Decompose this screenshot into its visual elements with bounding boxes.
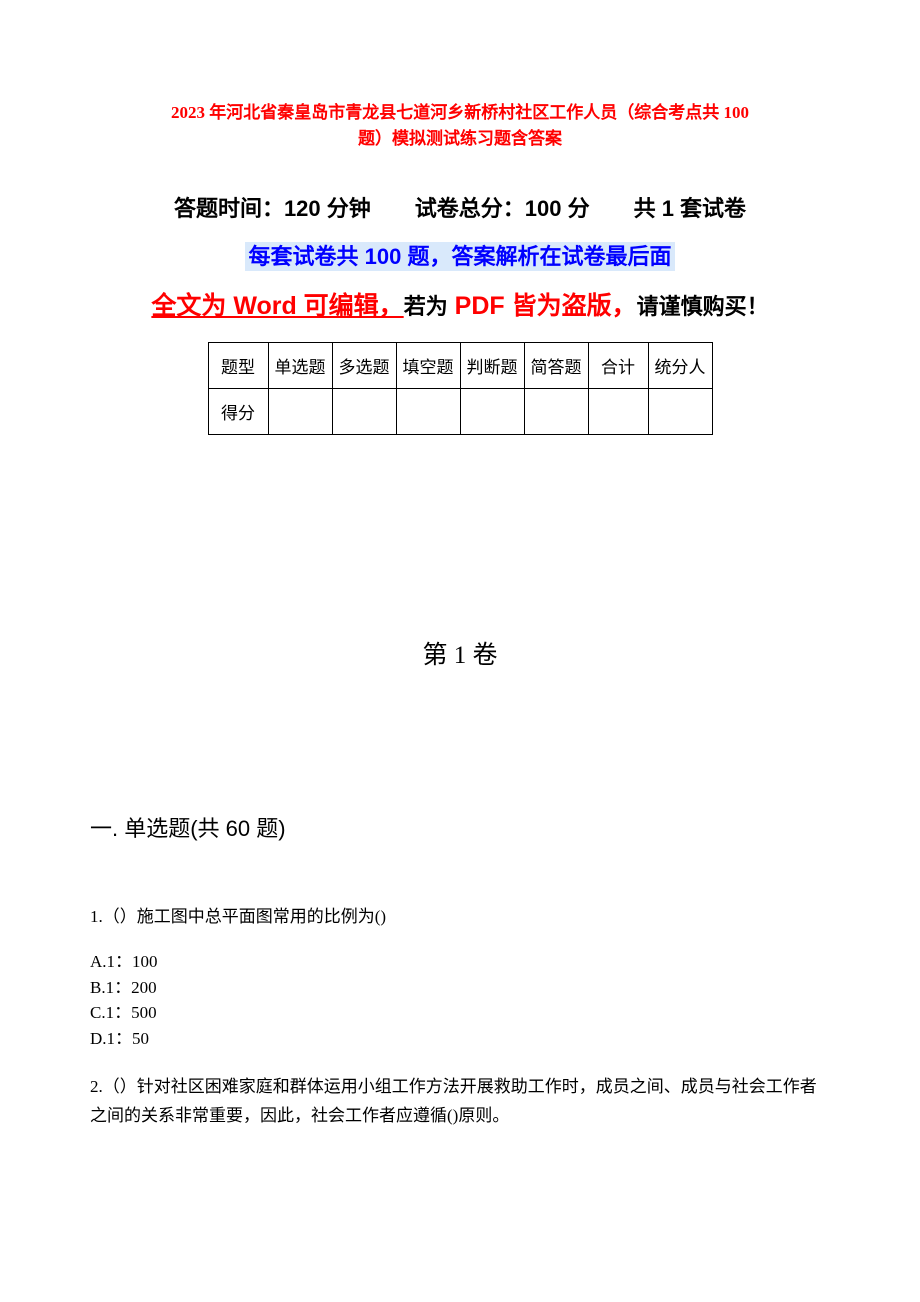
cell-multi — [332, 388, 396, 434]
table-header-row: 题型 单选题 多选题 填空题 判断题 简答题 合计 统分人 — [208, 342, 712, 388]
exam-info-line: 答题时间：120 分钟 试卷总分：100 分 共 1 套试卷 — [90, 191, 830, 223]
option-a: A.1：100 — [90, 949, 830, 975]
score-table: 题型 单选题 多选题 填空题 判断题 简答题 合计 统分人 得分 — [208, 342, 713, 435]
option-b: B.1：200 — [90, 975, 830, 1001]
cell-fill — [396, 388, 460, 434]
col-type: 题型 — [208, 342, 268, 388]
question-2-stem: 2.（）针对社区困难家庭和群体运用小组工作方法开展救助工作时，成员之间、成员与社… — [90, 1073, 830, 1131]
col-single: 单选题 — [268, 342, 332, 388]
option-c: C.1：500 — [90, 1000, 830, 1026]
cell-single — [268, 388, 332, 434]
col-judge: 判断题 — [460, 342, 524, 388]
warning-part3: PDF 皆为盗版， — [448, 292, 637, 320]
cell-scorer — [648, 388, 712, 434]
highlight-text: 每套试卷共 100 题，答案解析在试卷最后面 — [245, 242, 676, 271]
cell-judge — [460, 388, 524, 434]
question-1-stem: 1.（）施工图中总平面图常用的比例为() — [90, 903, 830, 932]
title-line-1: 2023 年河北省秦皇岛市青龙县七道河乡新桥村社区工作人员（综合考点共 100 — [90, 100, 830, 126]
section-heading: 一. 单选题(共 60 题) — [90, 811, 830, 843]
table-row: 得分 — [208, 388, 712, 434]
warning-part4: 请谨慎购买！ — [637, 294, 769, 319]
warning-line: 全文为 Word 可编辑，若为 PDF 皆为盗版，请谨慎购买！ — [90, 285, 830, 328]
cell-total — [588, 388, 648, 434]
question-1-options: A.1：100 B.1：200 C.1：500 D.1：50 — [90, 949, 830, 1051]
highlight-line: 每套试卷共 100 题，答案解析在试卷最后面 — [90, 239, 830, 271]
title-line-2: 题）模拟测试练习题含答案 — [90, 126, 830, 152]
col-short: 简答题 — [524, 342, 588, 388]
row-label: 得分 — [208, 388, 268, 434]
col-fill: 填空题 — [396, 342, 460, 388]
col-total: 合计 — [588, 342, 648, 388]
volume-heading: 第 1 卷 — [90, 635, 830, 671]
cell-short — [524, 388, 588, 434]
warning-part2: 若为 — [404, 294, 448, 319]
warning-part1: 全文为 Word 可编辑， — [151, 292, 403, 320]
option-d: D.1：50 — [90, 1026, 830, 1052]
document-title: 2023 年河北省秦皇岛市青龙县七道河乡新桥村社区工作人员（综合考点共 100 … — [90, 100, 830, 151]
col-scorer: 统分人 — [648, 342, 712, 388]
col-multi: 多选题 — [332, 342, 396, 388]
